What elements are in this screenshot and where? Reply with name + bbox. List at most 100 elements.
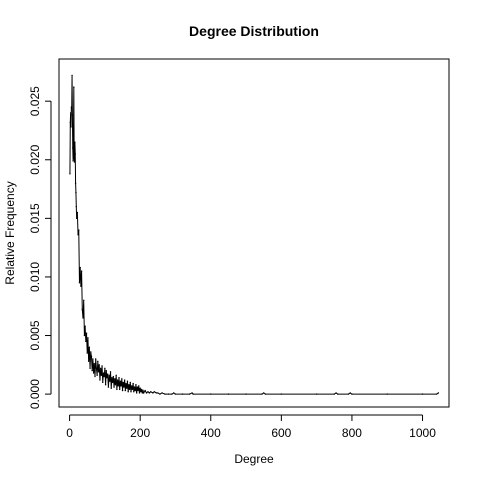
data-point — [69, 173, 71, 175]
data-point — [71, 74, 73, 77]
data-point — [109, 380, 111, 382]
data-point — [116, 379, 119, 381]
data-point — [147, 391, 149, 393]
data-point — [75, 217, 78, 220]
data-point — [161, 392, 163, 394]
data-point — [421, 393, 424, 395]
data-point — [89, 367, 91, 370]
data-point — [92, 358, 94, 360]
data-point — [77, 234, 79, 236]
data-point — [75, 205, 77, 208]
data-point — [181, 393, 184, 395]
data-point — [167, 393, 170, 395]
data-point — [173, 392, 175, 394]
data-point — [140, 388, 143, 391]
data-point — [101, 365, 103, 367]
data-point — [227, 393, 230, 395]
data-point — [153, 391, 155, 393]
data-point — [137, 389, 139, 392]
data-point — [90, 355, 93, 358]
data-point — [81, 309, 83, 311]
chart-title: Degree Distribution — [189, 23, 319, 39]
data-point — [127, 391, 129, 393]
data-point — [111, 381, 114, 384]
data-point — [133, 386, 136, 388]
data-point — [130, 391, 132, 393]
data-point — [90, 351, 92, 353]
data-point — [99, 379, 101, 381]
data-point — [102, 381, 104, 384]
data-point — [73, 161, 76, 163]
data-point — [138, 385, 140, 387]
data-point — [85, 340, 87, 343]
data-point — [107, 373, 109, 375]
y-axis-label: Relative Frequency — [3, 181, 17, 284]
data-point — [192, 393, 194, 395]
data-point — [126, 380, 129, 382]
data-point — [164, 393, 166, 395]
data-point — [188, 393, 191, 395]
data-point — [95, 367, 98, 370]
data-point — [351, 393, 353, 395]
data-point — [128, 384, 130, 386]
data-point — [132, 382, 134, 385]
data-point — [138, 392, 141, 394]
data-point — [117, 385, 119, 387]
x-tick-label: 1000 — [409, 426, 436, 440]
data-point — [78, 282, 81, 284]
data-point — [73, 86, 75, 88]
data-point — [148, 392, 151, 394]
data-point — [141, 392, 143, 394]
data-point — [136, 386, 139, 388]
data-point — [107, 386, 110, 388]
data-point — [69, 121, 71, 123]
data-point — [261, 393, 263, 395]
data-point — [103, 375, 105, 378]
data-point — [152, 392, 154, 394]
data-point — [82, 317, 84, 319]
y-axis: 0.000 0.005 0.010 0.015 0.020 0.025 — [28, 86, 52, 409]
data-point — [114, 384, 117, 386]
data-point — [139, 387, 141, 389]
data-point — [111, 377, 113, 379]
data-point — [97, 371, 100, 373]
data-point — [121, 378, 123, 380]
data-point — [142, 389, 144, 392]
data-point — [73, 157, 75, 160]
data-point — [140, 391, 142, 393]
x-tick-label: 200 — [130, 426, 150, 440]
data-point — [386, 393, 388, 395]
data-point — [70, 126, 72, 128]
data-point — [80, 270, 83, 272]
data-point — [210, 393, 212, 395]
data-point — [74, 141, 76, 143]
x-tick-label: 800 — [342, 426, 362, 440]
data-point — [94, 375, 96, 378]
data-point — [93, 362, 95, 365]
data-point — [435, 393, 438, 395]
data-point — [75, 191, 77, 194]
data-point — [96, 374, 98, 377]
data-point — [122, 381, 124, 384]
y-tick-label: 0.025 — [28, 86, 42, 116]
data-point — [119, 388, 121, 391]
data-point — [72, 135, 75, 138]
data-point — [123, 379, 126, 381]
data-point — [74, 182, 77, 184]
data-point — [133, 391, 135, 393]
data-point — [124, 389, 127, 392]
data-point — [80, 285, 82, 288]
y-tick-label: 0.010 — [28, 262, 42, 292]
data-point — [100, 374, 103, 377]
data-point — [157, 392, 159, 394]
x-tick-label: 0 — [66, 426, 73, 440]
data-point — [437, 392, 440, 394]
y-tick-label: 0.000 — [28, 379, 42, 409]
data-point — [85, 332, 88, 334]
data-point — [102, 372, 105, 374]
data-point — [72, 147, 74, 149]
data-point — [108, 374, 110, 377]
